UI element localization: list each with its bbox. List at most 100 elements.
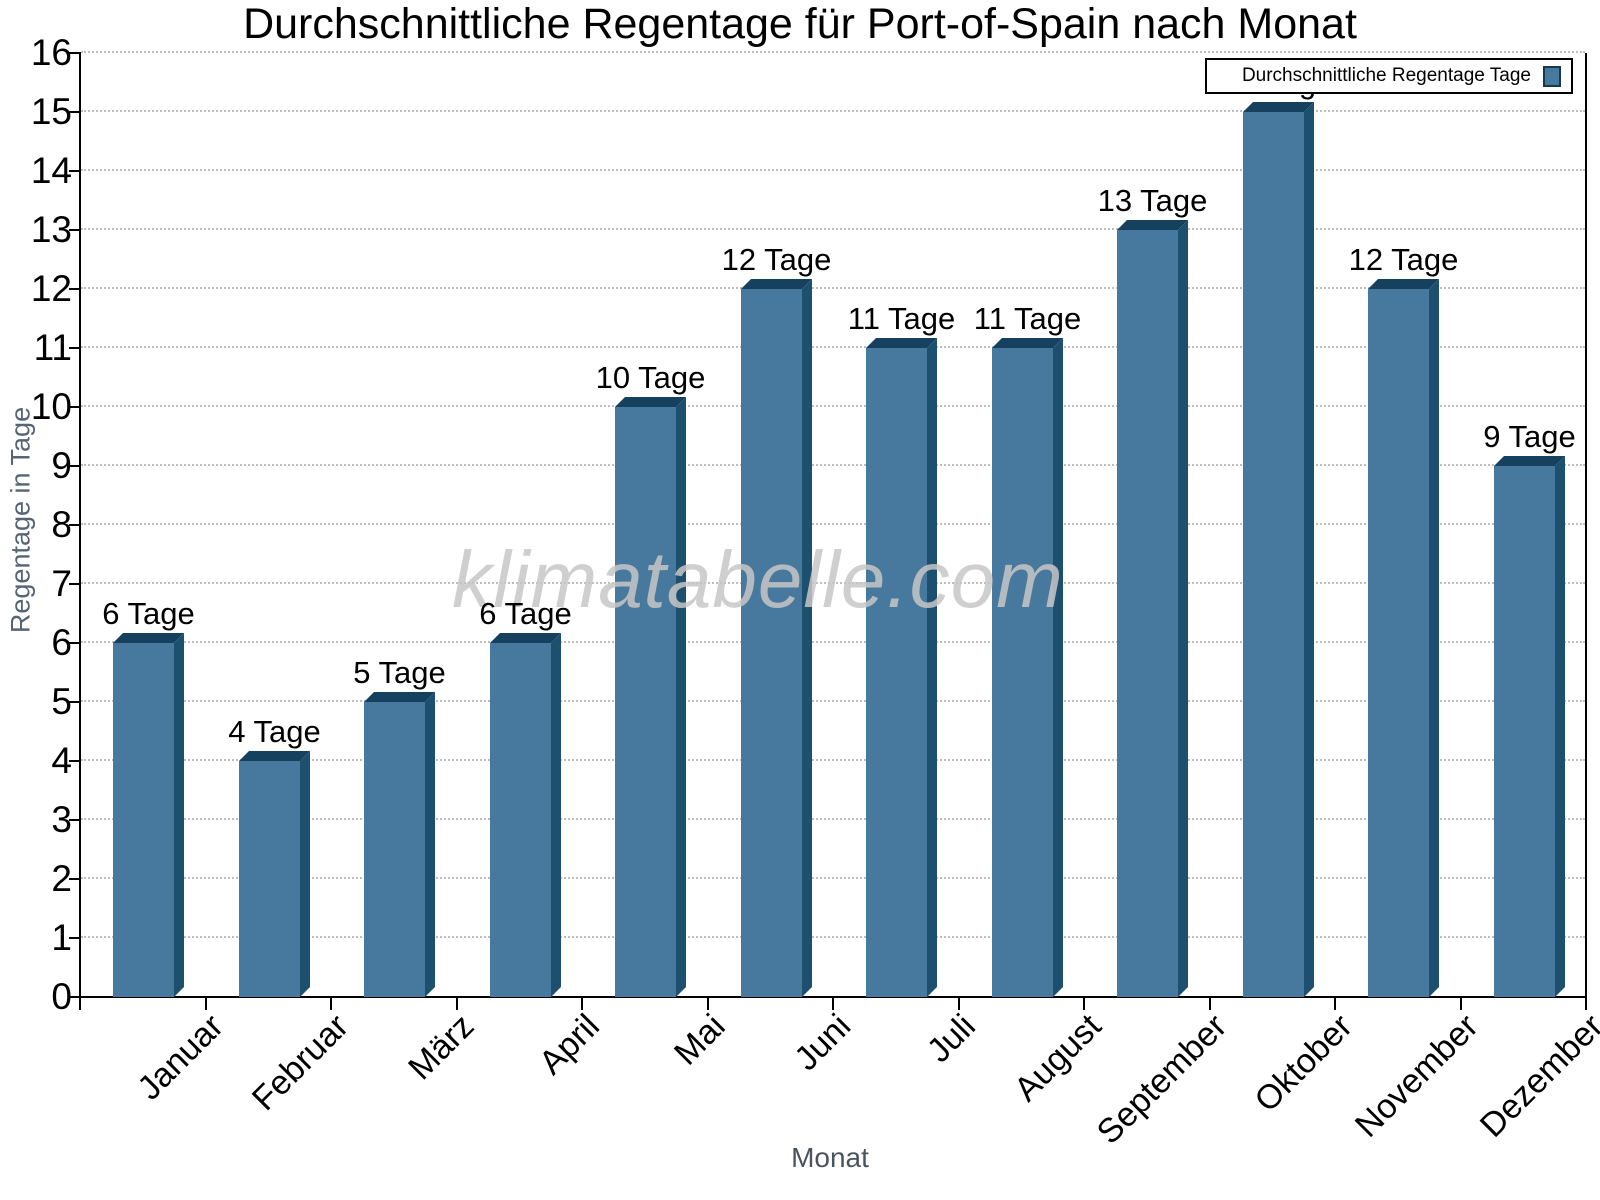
- gridline: [81, 169, 1585, 171]
- bar-face: [1117, 230, 1178, 997]
- x-tick: [330, 997, 332, 1010]
- y-tick-label: 13: [30, 209, 72, 250]
- x-tick: [79, 997, 81, 1010]
- bar-face: [866, 348, 927, 997]
- gridline: [81, 700, 1585, 702]
- bar-side-face: [1304, 102, 1314, 997]
- bar-face: [239, 761, 300, 997]
- y-tick: [69, 465, 81, 467]
- x-tick-label: April: [531, 1007, 607, 1082]
- y-tick-label: 3: [51, 799, 72, 840]
- bar-value-label: 4 Tage: [228, 714, 321, 749]
- y-tick-label: 11: [33, 327, 72, 368]
- bar-top-face: [364, 692, 435, 702]
- y-tick: [69, 760, 81, 762]
- x-tick: [1083, 997, 1085, 1010]
- bar-face: [741, 289, 802, 997]
- plot-right-border: [1585, 53, 1587, 997]
- y-axis-line: [79, 53, 81, 1005]
- x-axis-title: Monat: [791, 1142, 869, 1173]
- bar-top-face: [1243, 102, 1314, 112]
- bar-face: [615, 407, 676, 997]
- bar-face: [1368, 289, 1429, 997]
- gridline: [81, 110, 1585, 112]
- y-tick: [69, 52, 81, 54]
- bar-face: [490, 643, 551, 997]
- y-tick: [69, 170, 81, 172]
- bar-side-face: [927, 338, 937, 997]
- bar: [615, 397, 686, 997]
- y-tick: [69, 937, 81, 939]
- gridline: [81, 641, 1585, 643]
- bar-side-face: [802, 279, 812, 997]
- x-tick: [1585, 997, 1587, 1010]
- bar-value-label: 6 Tage: [479, 596, 572, 631]
- gridline: [81, 287, 1585, 289]
- gridline: [81, 523, 1585, 525]
- x-tick: [957, 997, 960, 1010]
- y-tick-label: 2: [51, 858, 72, 899]
- bar-top-face: [615, 397, 686, 407]
- legend-swatch-icon: [1543, 65, 1561, 87]
- y-tick: [69, 406, 81, 408]
- y-tick: [69, 996, 81, 998]
- bar: [741, 279, 812, 997]
- bar: [1117, 220, 1188, 997]
- x-tick: [832, 997, 834, 1010]
- bar: [866, 338, 937, 997]
- bar-face: [1494, 466, 1555, 997]
- x-tick-label: März: [401, 1007, 482, 1088]
- gridline: [81, 228, 1585, 230]
- x-tick: [581, 997, 583, 1010]
- bar-top-face: [1368, 279, 1439, 289]
- bar-value-label: 12 Tage: [721, 242, 832, 277]
- x-tick-label: September: [1089, 1007, 1235, 1152]
- gridline: [81, 759, 1585, 761]
- bar-side-face: [1555, 456, 1565, 997]
- bar-value-label: 13 Tage: [1097, 183, 1208, 218]
- x-tick-label: Juli: [920, 1007, 984, 1070]
- x-tick: [706, 997, 709, 1010]
- x-tick-label: Februar: [244, 1007, 356, 1119]
- y-tick-label: 1: [51, 917, 72, 958]
- gridline: [81, 464, 1585, 466]
- bar-value-label: 11 Tage: [847, 301, 956, 336]
- gridline: [81, 405, 1585, 407]
- y-tick-label: 4: [51, 740, 72, 781]
- y-tick-label: 12: [30, 268, 72, 309]
- bar-top-face: [866, 338, 937, 348]
- bar-side-face: [300, 751, 310, 997]
- x-tick: [1208, 997, 1211, 1010]
- y-tick-label: 14: [30, 150, 72, 191]
- x-tick: [1334, 997, 1336, 1010]
- y-tick-label: 15: [30, 91, 72, 132]
- bar: [1494, 456, 1565, 997]
- bar-side-face: [425, 692, 435, 997]
- bar-face: [992, 348, 1053, 997]
- bar-side-face: [174, 633, 184, 997]
- y-tick-label: 16: [30, 32, 72, 73]
- bar-face: [364, 702, 425, 997]
- bar-top-face: [741, 279, 812, 289]
- gridline: [81, 936, 1585, 938]
- gridline: [81, 346, 1585, 348]
- bar-value-label: 10 Tage: [595, 360, 706, 395]
- watermark: klimatabelle.com: [452, 535, 1064, 624]
- chart-title: Durchschnittliche Regentage für Port-of-…: [243, 0, 1357, 48]
- bar-value-label: 6 Tage: [102, 596, 195, 631]
- gridline: [81, 51, 1585, 53]
- bar-side-face: [1178, 220, 1188, 997]
- y-tick: [69, 347, 81, 349]
- bar-side-face: [676, 397, 686, 997]
- bar-value-label: 12 Tage: [1348, 242, 1459, 277]
- y-tick-label: 8: [51, 504, 72, 545]
- x-tick-label: Dezember: [1473, 1007, 1600, 1145]
- bar-side-face: [1053, 338, 1063, 997]
- bar: [490, 633, 561, 997]
- bar: [113, 633, 184, 997]
- y-tick-label: 10: [30, 386, 72, 427]
- y-tick: [69, 701, 81, 703]
- x-tick: [1459, 997, 1462, 1010]
- bar-top-face: [113, 633, 184, 643]
